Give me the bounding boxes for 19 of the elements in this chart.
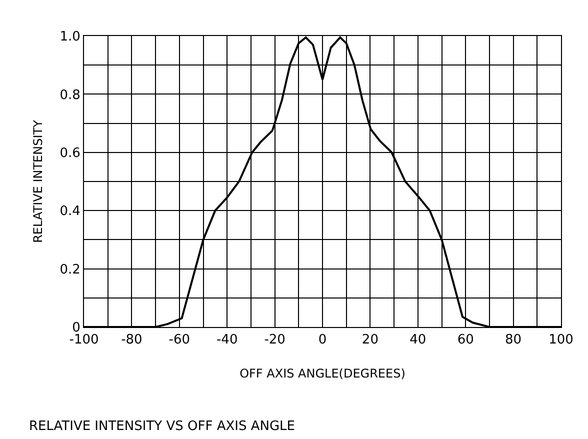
x-tick-label: -100 bbox=[69, 332, 99, 348]
x-tick-label: -20 bbox=[264, 332, 286, 348]
y-tick-label: 1.0 bbox=[60, 30, 80, 45]
x-tick-label: -80 bbox=[121, 332, 142, 348]
x-tick-label: 20 bbox=[362, 332, 378, 348]
text: RELATIVE INTENSITY VS OFF AXIS ANGLE bbox=[29, 419, 295, 434]
x-tick-label: 80 bbox=[505, 332, 522, 348]
x-tick-label: 60 bbox=[457, 332, 474, 348]
x-axis-title: OFF AXIS ANGLE(DEGREES) bbox=[240, 366, 406, 380]
y-tick-label: 0.8 bbox=[60, 88, 80, 103]
x-tick-label: 100 bbox=[548, 332, 574, 348]
y-tick-label: 0.6 bbox=[60, 146, 80, 161]
x-tick-label: -40 bbox=[216, 332, 238, 348]
y-axis-title: RELATIVE INTENSITY bbox=[31, 119, 46, 243]
y-tick-label: 0.2 bbox=[60, 262, 80, 278]
x-tick-label: 40 bbox=[410, 332, 426, 348]
x-tick-label: 0 bbox=[318, 332, 327, 348]
y-tick-label: 0.4 bbox=[60, 204, 80, 220]
x-tick-label: -60 bbox=[168, 332, 190, 348]
